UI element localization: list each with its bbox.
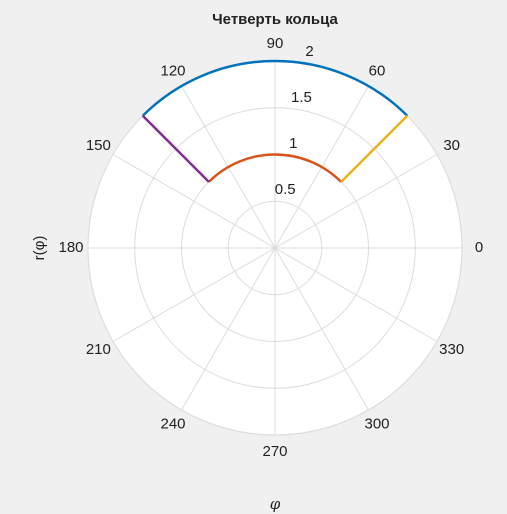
r-tick-label: 0.5 [275,181,296,198]
data-line [208,153,342,183]
x-axis-label: φ [270,495,281,513]
r-tick-label: 1 [289,135,297,152]
data-line [141,59,409,117]
theta-tick-label: 0 [475,239,483,256]
r-grid-ring [134,107,416,389]
theta-tick-label: 210 [86,341,111,358]
theta-tick-label: 330 [439,341,464,358]
chart-title: Четверть кольца [212,11,338,28]
theta-tick-label: 60 [369,62,386,79]
y-axis-label: r(φ) [31,236,48,261]
r-grid-ring [227,200,323,296]
data-line [141,114,210,183]
theta-tick-label: 30 [443,137,460,154]
theta-tick-label: 90 [267,35,284,52]
r-tick-label: 1.5 [291,89,312,106]
theta-tick-label: 240 [160,416,185,433]
data-line [340,114,409,183]
theta-tick-label: 180 [58,239,83,256]
r-tick-label: 2 [305,43,313,60]
theta-tick-label: 300 [364,416,389,433]
theta-tick-label: 150 [86,137,111,154]
theta-tick-label: 120 [160,62,185,79]
theta-tick-label: 270 [262,443,287,460]
